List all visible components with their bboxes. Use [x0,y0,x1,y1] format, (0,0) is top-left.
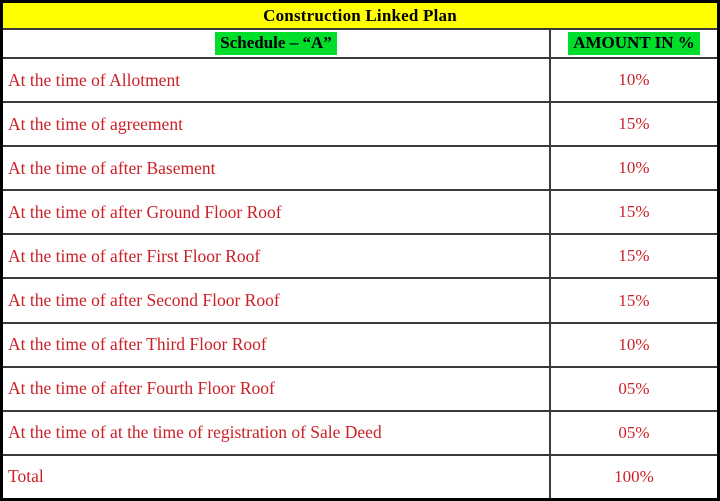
amount-cell: 05% [549,411,717,454]
milestone-label: Total [8,466,44,487]
milestone-label: At the time of after Basement [8,157,216,178]
amount-cell: 15% [549,191,717,234]
milestone-label: At the time of after Ground Floor Roof [8,201,282,222]
amount-value: 05% [618,378,650,398]
amount-value: 15% [618,290,650,310]
milestone-label: At the time of agreement [8,113,183,134]
schedule-header-label: Schedule – “A” [215,32,337,55]
milestone-cell: At the time of at the time of registrati… [3,412,549,454]
milestone-cell: At the time of after Second Floor Roof [3,279,549,321]
milestone-cell: Total [3,456,549,498]
amount-value: 10% [618,70,650,90]
table-row: Total 100% [3,453,717,498]
amount-cell: 10% [549,147,717,190]
amount-cell: 15% [549,279,717,322]
table-row: At the time of at the time of registrati… [3,409,717,454]
milestone-cell: At the time of agreement [3,103,549,145]
milestone-label: At the time of after First Floor Roof [8,245,261,266]
table-title: Construction Linked Plan [263,5,457,25]
milestone-label: At the time of at the time of registrati… [8,422,382,443]
amount-value: 15% [618,202,650,222]
amount-cell: 15% [549,103,717,146]
milestone-cell: At the time of after Ground Floor Roof [3,191,549,233]
table-row: At the time of after Ground Floor Roof 1… [3,189,717,234]
amount-cell: 10% [549,59,717,102]
amount-cell: 05% [549,367,717,410]
milestone-label: At the time of after Fourth Floor Roof [8,378,275,399]
amount-header-cell: AMOUNT IN % [549,30,717,57]
amount-value: 100% [614,466,654,486]
amount-cell: 15% [549,235,717,278]
table-row: At the time of after Fourth Floor Roof 0… [3,365,717,410]
amount-value: 05% [618,422,650,442]
schedule-header-cell: Schedule – “A” [3,30,549,57]
table-header-row: Schedule – “A” AMOUNT IN % [3,28,717,57]
table-body: At the time of Allotment 10% At the time… [3,57,717,498]
milestone-label: At the time of after Third Floor Roof [8,334,267,355]
amount-cell: 10% [549,323,717,366]
milestone-cell: At the time of after First Floor Roof [3,235,549,277]
milestone-cell: At the time of Allotment [3,59,549,101]
table-row: At the time of after First Floor Roof 15… [3,233,717,278]
amount-value: 10% [618,334,650,354]
table-row: At the time of Allotment 10% [3,57,717,102]
milestone-cell: At the time of after Fourth Floor Roof [3,368,549,410]
amount-cell: 100% [549,455,717,498]
milestone-cell: At the time of after Third Floor Roof [3,324,549,366]
table-row: At the time of after Basement 10% [3,145,717,190]
table-row: At the time of after Second Floor Roof 1… [3,277,717,322]
milestone-cell: At the time of after Basement [3,147,549,189]
table-row: At the time of agreement 15% [3,101,717,146]
amount-value: 10% [618,158,650,178]
milestone-label: At the time of Allotment [8,69,181,90]
amount-value: 15% [618,114,650,134]
table-row: At the time of after Third Floor Roof 10… [3,321,717,366]
amount-header-label: AMOUNT IN % [568,32,700,55]
amount-value: 15% [618,246,650,266]
table-title-row: Construction Linked Plan [3,3,717,28]
milestone-label: At the time of after Second Floor Roof [8,290,280,311]
